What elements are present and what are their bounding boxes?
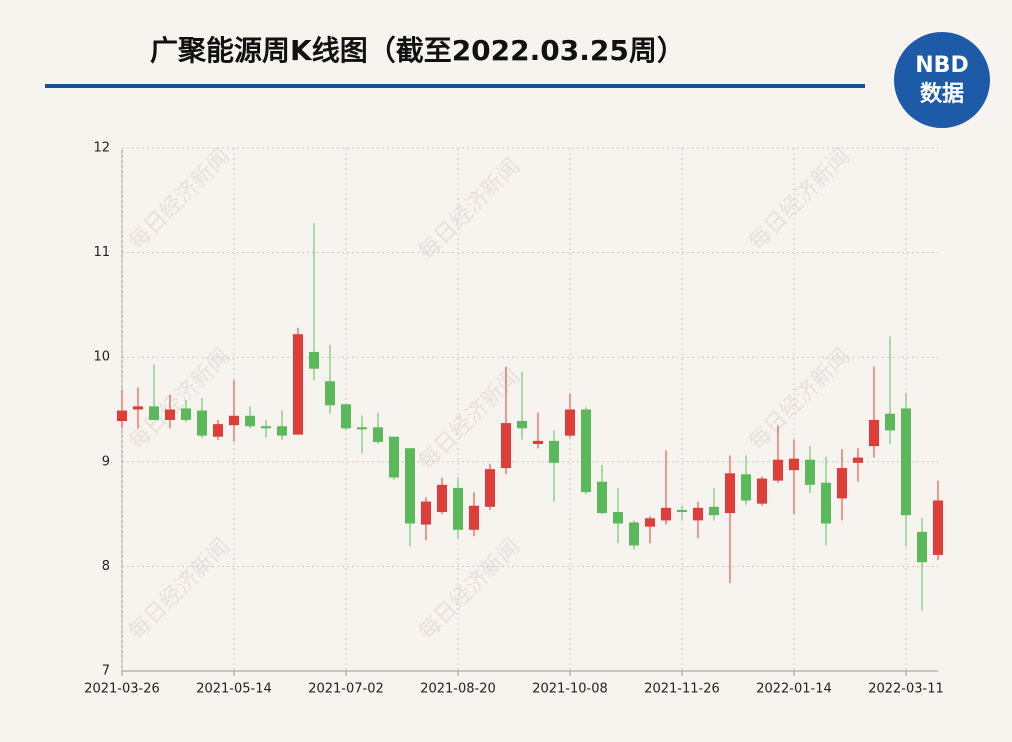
candle-body [917, 531, 927, 563]
candle-body [501, 423, 511, 469]
candle-body [613, 512, 623, 524]
x-tick-label: 2021-11-26 [644, 682, 720, 697]
candle-body [629, 522, 639, 546]
x-tick-label: 2022-03-11 [868, 682, 944, 697]
watermark: 每日经济新闻 [414, 154, 525, 265]
x-tick-label: 2022-01-14 [756, 682, 832, 697]
watermark: 每日经济新闻 [414, 534, 525, 645]
candle-body [421, 501, 431, 525]
watermark: 每日经济新闻 [744, 144, 855, 255]
candle-body [597, 481, 607, 514]
candle-body [533, 440, 543, 445]
candle-body [165, 409, 175, 420]
candle-body [485, 469, 495, 507]
candle-body [517, 421, 527, 429]
x-tick-label: 2021-08-20 [420, 682, 496, 697]
y-tick-label: 10 [93, 350, 110, 365]
watermark: 每日经济新闻 [744, 344, 855, 455]
logo-bottom: 数据 [920, 81, 964, 107]
logo [894, 32, 990, 128]
watermark: 每日经济新闻 [124, 344, 235, 455]
candle-body [901, 408, 911, 516]
candle-body [373, 427, 383, 442]
candle-body [789, 458, 799, 471]
x-tick-label: 2021-07-02 [308, 682, 384, 697]
candle-body [773, 459, 783, 481]
candle-body [341, 404, 351, 429]
candle-body [453, 487, 463, 530]
candle-body [229, 415, 239, 426]
candle-body [741, 474, 751, 501]
y-tick-label: 8 [102, 559, 110, 574]
candle-body [677, 509, 687, 513]
candle-body [693, 507, 703, 521]
x-tick-label: 2021-05-14 [196, 682, 272, 697]
candle-body [325, 381, 335, 406]
candle-body [885, 413, 895, 431]
candle-body [581, 409, 591, 493]
candle-body [293, 334, 303, 435]
candle-body [149, 406, 159, 420]
candle-body [277, 426, 287, 436]
y-tick-label: 9 [102, 454, 110, 469]
candle-body [661, 507, 671, 521]
candle-body [549, 440, 559, 463]
candle-body [709, 506, 719, 516]
candle-body [645, 518, 655, 527]
candle-body [357, 427, 367, 430]
candle-body [725, 473, 735, 514]
logo-top: NBD [915, 53, 968, 78]
y-tick-label: 11 [93, 245, 110, 260]
y-tick-label: 12 [93, 141, 110, 156]
candle-body [437, 484, 447, 513]
candle-body [869, 419, 879, 447]
candle-body [757, 478, 767, 504]
candle-body [389, 436, 399, 478]
candle-body [133, 406, 143, 410]
watermark: 每日经济新闻 [124, 144, 235, 255]
candle-body [469, 505, 479, 530]
candle-body [821, 482, 831, 524]
candle-body [405, 448, 415, 524]
chart-title: 广聚能源周K线图（截至2022.03.25周） [150, 34, 685, 67]
x-tick-label: 2021-10-08 [532, 682, 608, 697]
candle-body [565, 409, 575, 436]
candle-body [213, 424, 223, 437]
candle-body [181, 408, 191, 420]
title-rule [45, 84, 865, 88]
candle-body [837, 468, 847, 499]
candle-body [853, 457, 863, 463]
candle-body [117, 410, 127, 422]
candle-body [197, 410, 207, 436]
watermark: 每日经济新闻 [124, 534, 235, 645]
x-tick-label: 2021-03-26 [84, 682, 160, 697]
candle-body [261, 426, 271, 429]
candle-body [933, 500, 943, 555]
candle-body [805, 459, 815, 485]
candle-body [309, 351, 319, 369]
candle-body [245, 415, 255, 427]
y-tick-label: 7 [102, 664, 110, 679]
